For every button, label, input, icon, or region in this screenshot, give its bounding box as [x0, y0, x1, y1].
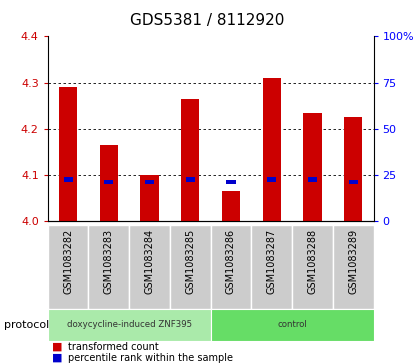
Bar	[267, 178, 276, 182]
FancyBboxPatch shape	[170, 225, 210, 309]
Bar	[100, 145, 118, 221]
Bar	[186, 178, 195, 182]
FancyBboxPatch shape	[48, 225, 88, 309]
Bar	[227, 180, 236, 184]
FancyBboxPatch shape	[251, 225, 292, 309]
Text: GSM1083284: GSM1083284	[144, 229, 154, 294]
Bar	[308, 178, 317, 182]
Text: GSM1083283: GSM1083283	[104, 229, 114, 294]
FancyBboxPatch shape	[129, 225, 170, 309]
Bar	[59, 87, 77, 221]
Text: GDS5381 / 8112920: GDS5381 / 8112920	[130, 13, 285, 28]
Text: GSM1083287: GSM1083287	[267, 229, 277, 294]
Text: ■: ■	[52, 342, 62, 352]
FancyBboxPatch shape	[88, 225, 129, 309]
Bar	[349, 180, 358, 184]
Bar	[344, 117, 362, 221]
FancyBboxPatch shape	[210, 225, 251, 309]
FancyBboxPatch shape	[333, 225, 374, 309]
Text: control: control	[277, 321, 307, 329]
Bar	[104, 180, 113, 184]
Bar	[181, 99, 200, 221]
Text: ■: ■	[52, 352, 62, 363]
Text: percentile rank within the sample: percentile rank within the sample	[68, 352, 234, 363]
FancyBboxPatch shape	[48, 309, 210, 341]
Bar	[263, 78, 281, 221]
Text: transformed count: transformed count	[68, 342, 159, 352]
Bar	[303, 113, 322, 221]
Text: GSM1083289: GSM1083289	[348, 229, 358, 294]
Text: doxycycline-induced ZNF395: doxycycline-induced ZNF395	[66, 321, 192, 329]
Text: GSM1083288: GSM1083288	[308, 229, 317, 294]
Bar	[63, 178, 73, 182]
FancyBboxPatch shape	[292, 225, 333, 309]
Text: GSM1083282: GSM1083282	[63, 229, 73, 294]
Text: GSM1083285: GSM1083285	[185, 229, 195, 294]
Text: GSM1083286: GSM1083286	[226, 229, 236, 294]
Bar	[140, 175, 159, 221]
Text: protocol: protocol	[4, 320, 49, 330]
FancyBboxPatch shape	[210, 309, 374, 341]
Bar	[145, 180, 154, 184]
Bar	[222, 191, 240, 221]
